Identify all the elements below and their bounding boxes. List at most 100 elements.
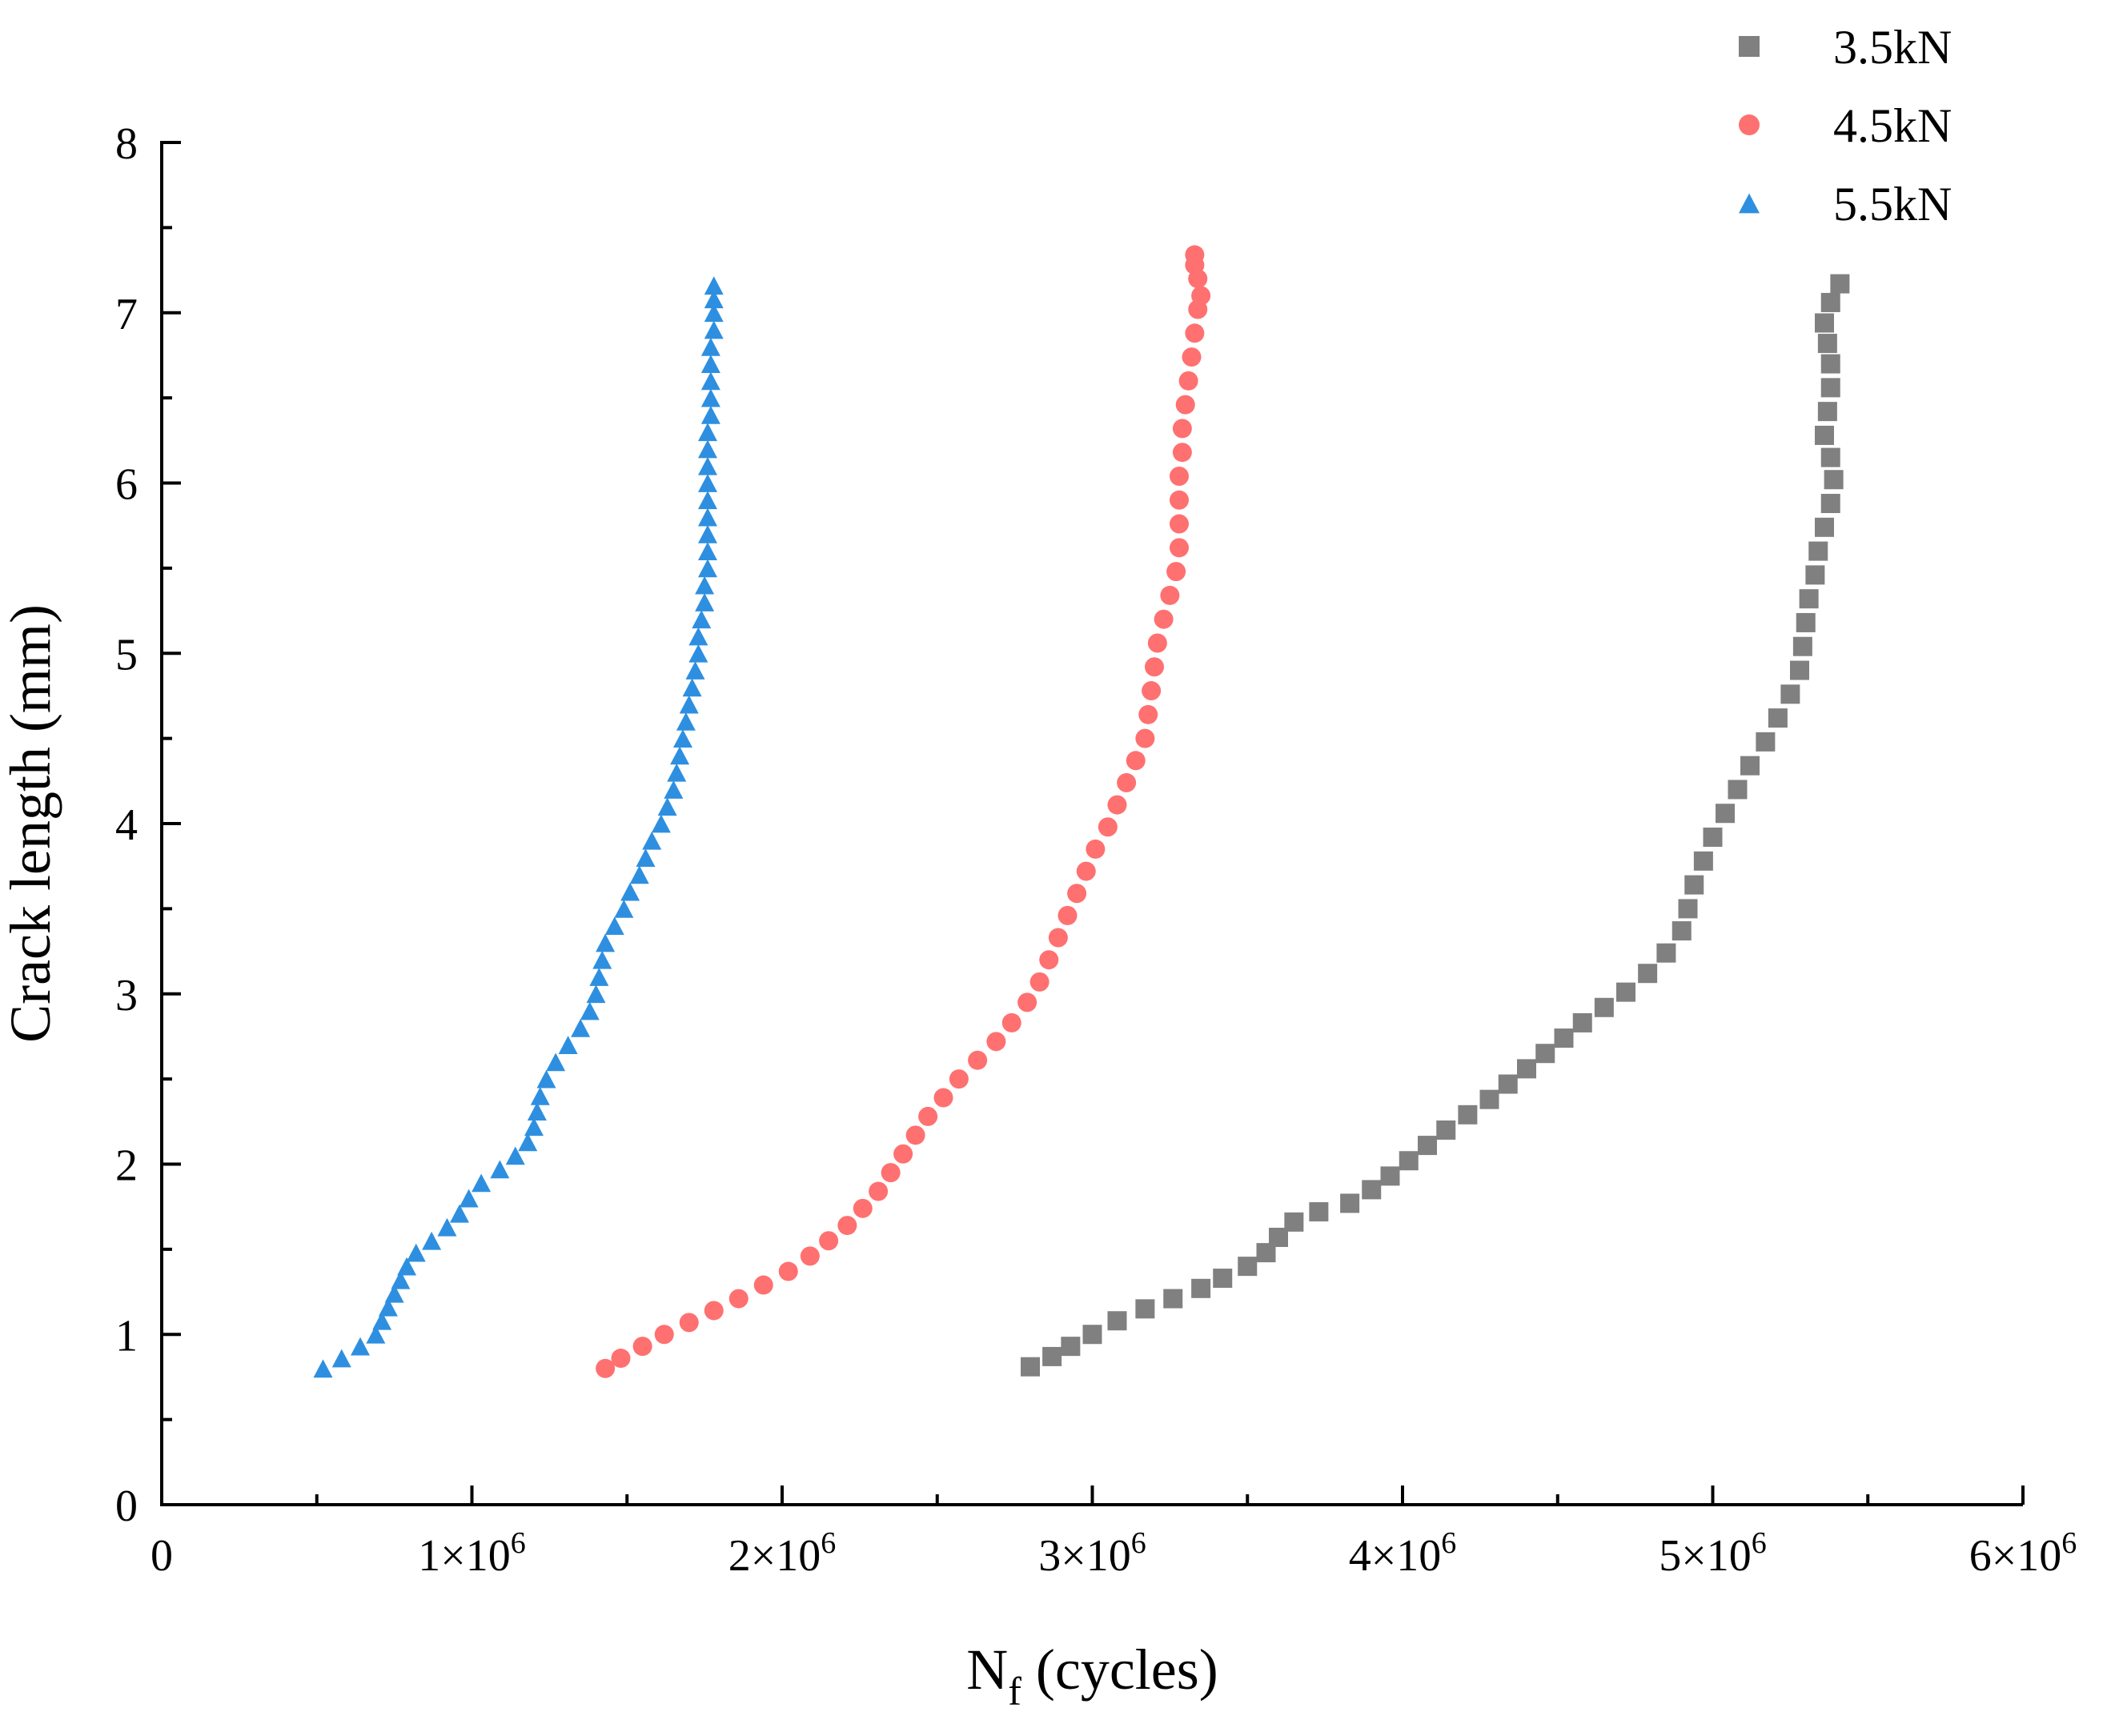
data-point	[968, 1050, 988, 1070]
data-point	[1182, 347, 1202, 367]
data-point	[700, 355, 720, 373]
data-point	[614, 899, 634, 918]
data-point	[1147, 633, 1167, 653]
data-point	[679, 1313, 699, 1333]
data-point	[1824, 470, 1844, 490]
data-point	[986, 1032, 1006, 1052]
data-point	[1436, 1120, 1456, 1140]
legend-marker	[1739, 114, 1760, 135]
data-point	[1135, 728, 1155, 748]
data-point	[459, 1189, 479, 1208]
data-point	[698, 423, 717, 442]
data-point	[1418, 1136, 1437, 1156]
data-point	[1815, 517, 1834, 537]
data-point	[698, 507, 717, 527]
legend-item: 3.5kN	[1739, 21, 1952, 74]
data-point	[1756, 732, 1776, 752]
series-4.5kN	[596, 245, 1211, 1378]
data-point	[695, 575, 715, 595]
data-point	[372, 1311, 392, 1330]
data-point	[667, 763, 687, 782]
data-point	[1815, 313, 1834, 333]
data-point	[698, 456, 717, 475]
data-point	[676, 712, 696, 731]
x-tick-label: 3×106	[1038, 1526, 1146, 1581]
data-point	[1117, 772, 1137, 792]
data-point	[586, 984, 606, 1004]
data-point	[642, 831, 662, 850]
data-point	[1458, 1105, 1478, 1125]
data-point	[391, 1270, 411, 1289]
data-point	[692, 610, 712, 629]
data-point	[1170, 466, 1189, 486]
x-tick-label: 6×106	[1969, 1526, 2077, 1581]
data-point	[933, 1088, 953, 1108]
data-point	[397, 1257, 417, 1276]
data-point	[700, 388, 720, 407]
data-point	[837, 1216, 857, 1236]
data-point	[1703, 828, 1723, 848]
data-point	[406, 1243, 426, 1262]
data-point	[1163, 1289, 1183, 1309]
data-point	[1170, 514, 1189, 534]
legend: 3.5kN 4.5kN 5.5kN	[1739, 21, 1952, 231]
data-point	[1154, 609, 1174, 629]
data-point	[1178, 371, 1198, 391]
data-point	[700, 337, 720, 356]
data-point	[704, 276, 724, 295]
data-point	[1678, 899, 1698, 919]
data-point	[1638, 964, 1658, 984]
data-point	[546, 1052, 566, 1072]
data-point	[1616, 982, 1635, 1002]
legend-label: 5.5kN	[1833, 178, 1952, 231]
y-tick-label: 8	[115, 119, 138, 169]
data-point	[670, 746, 690, 765]
data-point	[1554, 1028, 1574, 1048]
data-point	[1172, 443, 1192, 463]
legend-item: 5.5kN	[1739, 178, 1952, 231]
data-point	[881, 1163, 901, 1183]
data-point	[558, 1036, 578, 1054]
data-point	[1058, 905, 1078, 925]
data-point	[524, 1117, 544, 1137]
legend-label: 4.5kN	[1833, 99, 1952, 152]
data-point	[905, 1125, 925, 1145]
data-point	[1107, 1311, 1127, 1331]
data-point	[688, 627, 708, 646]
data-point	[636, 848, 656, 867]
data-point	[1142, 681, 1162, 701]
data-point	[853, 1198, 873, 1218]
data-point	[698, 491, 717, 510]
data-point	[819, 1231, 839, 1251]
data-point	[1693, 851, 1713, 871]
data-point	[1213, 1269, 1233, 1289]
data-point	[632, 1337, 652, 1357]
data-point	[685, 661, 705, 680]
data-point	[673, 729, 692, 748]
data-point	[1796, 612, 1816, 632]
data-point	[366, 1325, 386, 1344]
y-tick-label: 5	[115, 630, 138, 680]
data-point	[1716, 804, 1735, 824]
data-point	[1086, 839, 1106, 859]
data-point	[518, 1133, 538, 1152]
data-point	[1107, 795, 1127, 815]
data-point	[664, 780, 684, 799]
legend-label: 3.5kN	[1833, 21, 1952, 74]
x-tick-label: 0	[150, 1531, 173, 1581]
data-point	[1820, 378, 1840, 398]
series-5.5kN	[313, 276, 724, 1378]
data-point	[651, 814, 671, 833]
data-point	[1185, 323, 1205, 343]
legend-marker	[1739, 193, 1760, 214]
data-point	[530, 1087, 550, 1105]
data-point	[698, 524, 717, 543]
data-point	[698, 439, 717, 459]
data-point	[695, 593, 715, 611]
data-point	[682, 678, 702, 697]
data-point	[1820, 354, 1840, 374]
data-point	[1017, 992, 1037, 1012]
data-point	[1042, 1346, 1062, 1366]
data-point	[629, 865, 649, 884]
